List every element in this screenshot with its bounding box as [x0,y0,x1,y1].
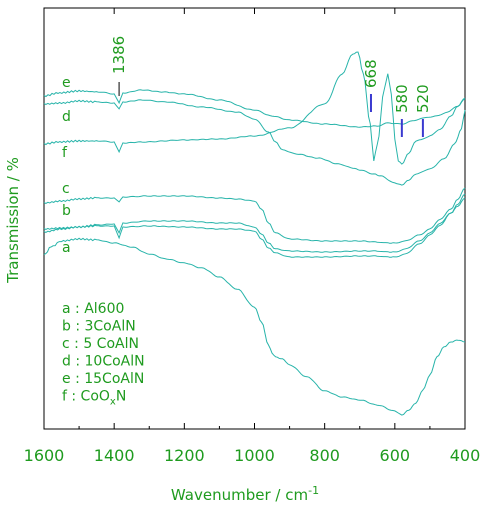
x-tick-label: 1000 [234,446,275,465]
peak-label-668: 668 [362,59,380,88]
x-tick-labels: 1600 1400 1200 1000 800 600 400 [24,446,481,465]
spectrum-a_upper [43,193,466,258]
curve-label-c: c [62,181,70,197]
spectra-curves [43,51,466,416]
spectrum-f [43,51,466,165]
y-axis-label: Transmission / % [4,157,22,284]
x-tick-label: 800 [309,446,340,465]
legend-item-f: f : CoOxN [62,389,126,408]
spectrum-b [43,197,466,253]
peak-label-580: 580 [393,84,411,113]
x-tick-label: 1400 [94,446,135,465]
curve-label-d: d [62,109,71,125]
x-axis-label: Wavenumber / cm-1 [171,484,319,504]
spectrum-a [43,237,466,416]
legend-item-a: a : Al600 [62,301,124,317]
curve-letter-labels: e d f cb a [62,75,71,256]
x-tick-label: 400 [450,446,481,465]
axis-ticks [43,8,466,429]
peak-label-1386: 1386 [110,36,128,74]
legend-item-d: d : 10CoAlN [62,354,145,370]
legend-item-e: e : 15CoAlN [62,371,144,387]
spectrum-c [43,187,466,244]
curve-label-f: f [62,145,68,161]
x-tick-label: 600 [380,446,411,465]
peak-label-520: 520 [414,84,432,113]
spectrum-d [43,99,466,186]
curve-label-e: e [62,75,71,91]
legend-item-c: c : 5 CoAlN [62,336,139,352]
peak-annotations: 1386 668 580 520 [110,36,432,137]
x-tick-label: 1600 [24,446,65,465]
curve-label-a: a [62,240,71,256]
spectrum-e [43,89,466,128]
x-tick-label: 1200 [164,446,205,465]
legend-item-b: b : 3CoAlN [62,319,136,335]
curve-label-b: b [62,203,71,219]
